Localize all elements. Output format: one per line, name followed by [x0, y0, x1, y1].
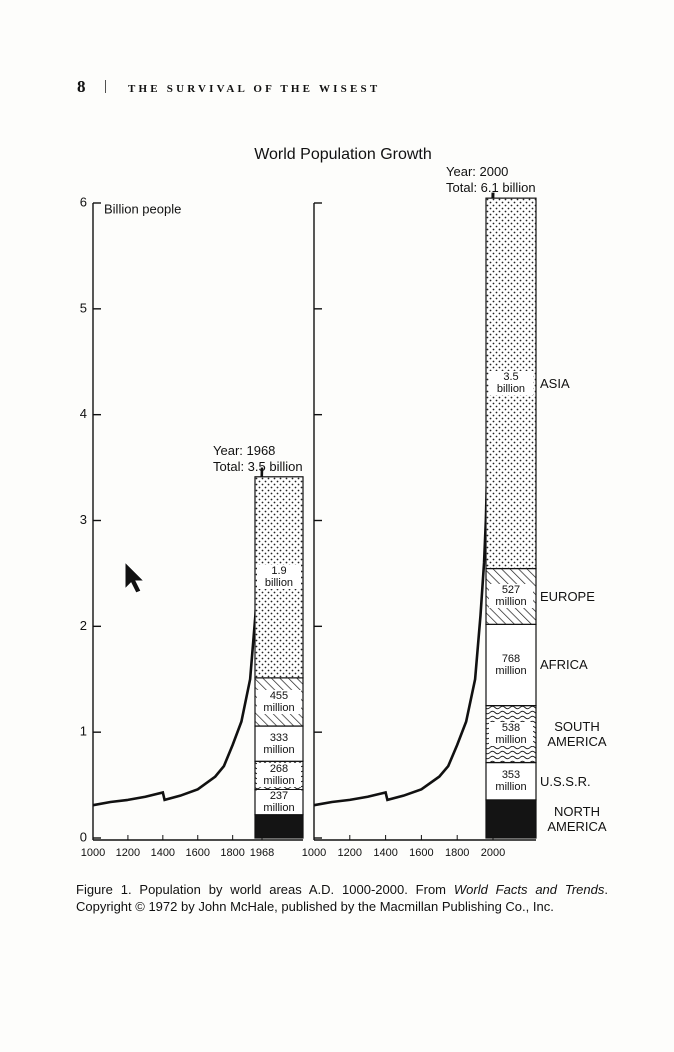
region-label: AFRICA	[540, 657, 588, 673]
x-tick-label: 1968	[250, 847, 274, 859]
region-label: EUROPE	[540, 588, 595, 604]
y-tick-label: 6	[80, 194, 87, 209]
y-tick-label: 0	[80, 829, 87, 844]
bar-segment	[254, 814, 304, 839]
x-tick-label: 1000	[302, 847, 326, 859]
caption-text: Figure 1. Population by world areas A.D.…	[76, 882, 454, 897]
annotation-line: Year: 1968	[213, 442, 276, 458]
running-title: THE SURVIVAL OF THE WISEST	[128, 83, 381, 95]
annotation-line: Total: 3.5 billion	[213, 458, 303, 474]
caption-source: World Facts and Trends	[453, 882, 605, 897]
region-label: ASIA	[540, 375, 570, 391]
y-tick-label: 3	[80, 512, 87, 527]
x-tick-label: 1800	[445, 847, 469, 859]
y-tick-label: 2	[80, 618, 87, 633]
x-tick-label: 1200	[338, 847, 362, 859]
segment-label: 527 million	[489, 584, 533, 609]
region-label: SOUTH AMERICA	[547, 719, 607, 750]
x-tick-label: 1400	[151, 847, 175, 859]
y-tick-label: 5	[80, 300, 87, 315]
figure-caption: Figure 1. Population by world areas A.D.…	[76, 881, 608, 915]
annotation-line: Total: 6.1 billion	[446, 180, 536, 196]
segment-label: 333 million	[257, 731, 301, 756]
segment-label: 768 million	[489, 652, 533, 677]
x-tick-label: 1800	[220, 847, 244, 859]
caption-text: . Copyright © 1972 by John McHale, publi…	[76, 882, 608, 914]
segment-label: 3.5 billion	[489, 371, 533, 396]
population-line	[92, 467, 264, 807]
x-tick-label: 1200	[116, 847, 140, 859]
region-label: U.S.S.R.	[540, 773, 591, 789]
x-tick-label: 1000	[81, 847, 105, 859]
mouse-cursor	[124, 560, 146, 594]
segment-label: 353 million	[489, 769, 533, 794]
segment-label: 268 million	[257, 763, 301, 788]
chart-title: World Population Growth	[254, 146, 432, 163]
segment-label: 538 million	[489, 722, 533, 747]
x-tick-label: 1400	[373, 847, 397, 859]
region-label: NORTH AMERICA	[547, 803, 607, 834]
x-tick-label: 1600	[186, 847, 210, 859]
annotation-line: Year: 2000	[446, 164, 509, 180]
segment-label: 455 million	[257, 689, 301, 714]
segment-label: 1.9 billion	[257, 565, 301, 590]
bar-annotation: Year: 2000 Total: 6.1 billion	[446, 164, 536, 196]
page-number: 8	[77, 77, 86, 96]
segment-label: 237 million	[257, 790, 301, 815]
y-tick-label: 4	[80, 406, 87, 421]
header-rule: |	[104, 78, 108, 94]
bar-annotation: Year: 1968 Total: 3.5 billion	[213, 443, 303, 475]
y-tick-label: 1	[80, 724, 87, 739]
y-axis-label: Billion people	[104, 201, 181, 216]
population-line	[313, 467, 489, 807]
bar-segment	[485, 799, 537, 839]
x-tick-label: 2000	[481, 847, 505, 859]
x-tick-label: 1600	[409, 847, 433, 859]
